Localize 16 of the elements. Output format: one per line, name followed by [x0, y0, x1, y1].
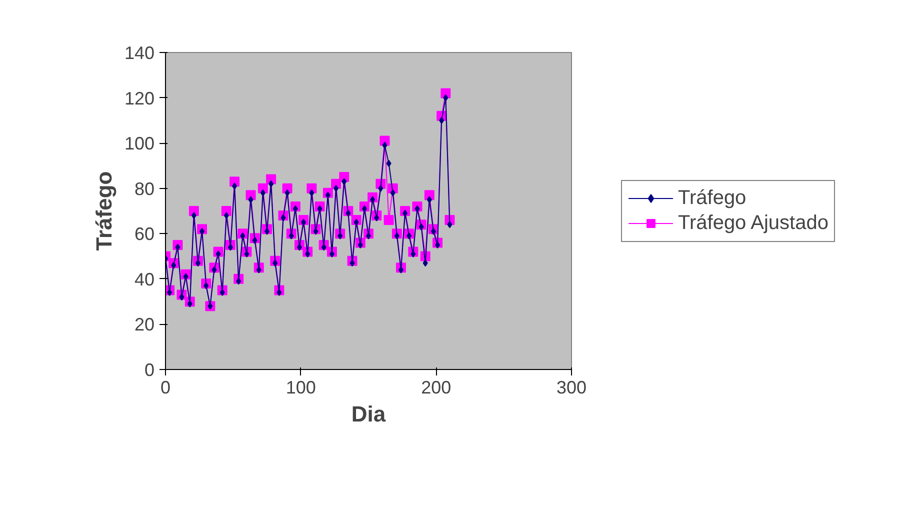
y-tick-label: 80	[134, 178, 155, 199]
y-tick-label: 20	[134, 314, 155, 335]
y-tick-label: 140	[124, 43, 155, 63]
x-axis-title: Dia	[351, 402, 386, 426]
y-tick-label: 0	[144, 360, 155, 380]
y-tick-label: 40	[134, 269, 155, 290]
y-tick-label: 60	[134, 224, 155, 244]
x-tick-label: 200	[421, 378, 452, 398]
y-tick-label: 100	[124, 134, 155, 154]
y-tick-label: 120	[124, 88, 155, 108]
x-tick-label: 100	[286, 378, 316, 398]
legend-label: Tráfego Ajustado	[678, 212, 828, 234]
legend-label: Tráfego	[678, 186, 746, 210]
x-tick-label: 300	[556, 378, 587, 398]
y-axis-title: Tráfego	[91, 171, 116, 251]
x-tick-label: 0	[160, 378, 171, 398]
